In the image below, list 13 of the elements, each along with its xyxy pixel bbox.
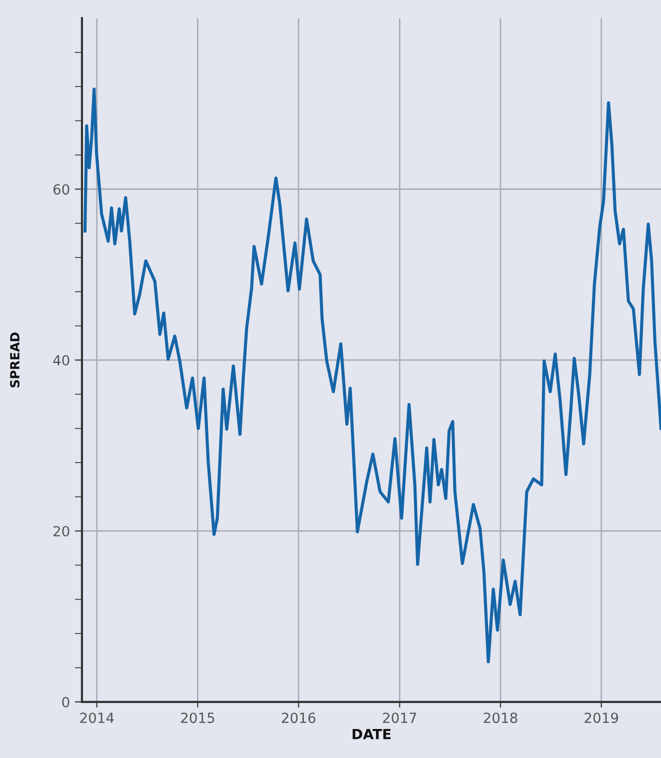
- y-tick-label: 40: [53, 355, 70, 366]
- x-axis-title: DATE: [352, 728, 391, 740]
- y-tick-label: 60: [53, 184, 70, 195]
- y-tick-label: 20: [54, 526, 70, 536]
- x-tick-label: 2014: [80, 712, 114, 724]
- x-tick-label: 2017: [383, 712, 416, 724]
- y-axis-title: SPREAD: [10, 332, 20, 388]
- x-tick-label: 2018: [484, 712, 518, 724]
- x-tick-label: 2016: [282, 712, 316, 724]
- y-tick-label: 0: [62, 696, 70, 708]
- line-series: [83, 88, 661, 664]
- x-tick-label: 2015: [181, 712, 214, 724]
- x-tick-label: 2019: [584, 712, 618, 724]
